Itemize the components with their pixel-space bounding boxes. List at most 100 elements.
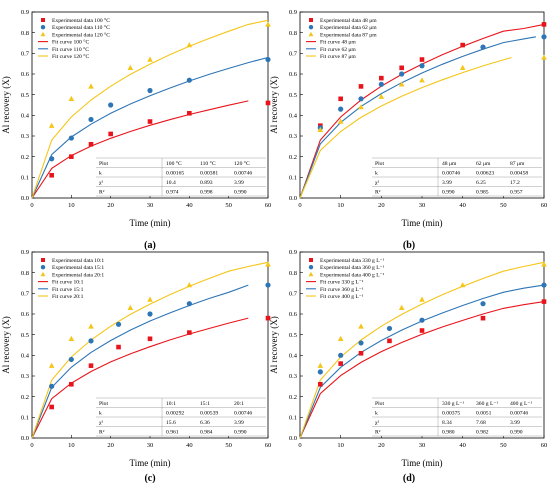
data-point-square (49, 172, 54, 178)
x-tick-label: 20 (378, 202, 385, 209)
table-cell: R² (375, 430, 381, 436)
legend-entry: Experimental data 110 °C (52, 24, 110, 31)
y-tick-label: 0.6 (289, 71, 298, 78)
x-tick-label: 30 (147, 202, 154, 209)
legend-entry: Experimental data 48 μm (320, 18, 377, 24)
panel-label: (b) (403, 240, 415, 251)
x-tick-label: 10 (337, 202, 344, 209)
legend-triangle-swatch (40, 271, 46, 277)
data-point-square (419, 57, 425, 62)
y-tick-label: 0.7 (21, 51, 30, 58)
data-point-triangle (378, 93, 385, 99)
y-tick-label: 0.3 (289, 133, 297, 140)
data-point-circle (265, 282, 271, 288)
legend-entry: Fit curve 10:1 (52, 280, 84, 286)
data-point-triangle (459, 282, 466, 288)
table-cell: 0.0051 (476, 411, 492, 417)
y-tick-label: 0.4 (289, 113, 298, 120)
table-header-cell: Plot (375, 161, 384, 167)
x-axis-label: Time (min) (130, 218, 171, 228)
y-axis-label: Al recovery (X) (269, 316, 279, 373)
data-point-square (88, 363, 94, 368)
x-tick-label: 30 (419, 442, 426, 449)
data-point-square (399, 65, 404, 71)
x-tick-label: 60 (541, 442, 548, 449)
data-point-circle (399, 71, 405, 77)
legend-triangle-swatch (40, 31, 46, 37)
legend-entry: Fit curve 15:1 (52, 287, 84, 293)
y-tick-label: 0.8 (289, 270, 297, 277)
data-point-circle (186, 77, 192, 83)
x-tick-label: 20 (107, 442, 114, 449)
table-header-cell: 10:1 (166, 401, 176, 407)
fit-curve-line (31, 284, 249, 439)
data-point-circle (480, 301, 486, 307)
y-tick-label: 0.0 (21, 195, 29, 202)
table-cell: 0.00458 (510, 171, 528, 177)
legend-circle-swatch (308, 25, 314, 30)
chart-panel-4: 0 10 20 30 40 50 60 0.0 0.1 0.2 0.3 0.4 0.5 0.6 0.7 0.8… (269, 249, 547, 483)
data-point-square (265, 315, 271, 321)
table-cell: R² (99, 430, 105, 436)
data-point-triangle (88, 83, 94, 89)
data-point-circle (68, 356, 74, 363)
data-point-circle (358, 340, 364, 346)
data-point-triangle (147, 296, 153, 302)
chart-panel-2: 0 10 20 30 40 50 60 0.0 0.1 0.2 0.3 0.4 0.5 0.6 0.7 0.8… (269, 9, 547, 251)
y-axis-label: Al recovery (X) (269, 76, 279, 133)
panel-label: (c) (144, 473, 155, 483)
fit-curve-line (299, 56, 512, 199)
table-cell: χ² (99, 420, 103, 426)
data-point-square (69, 381, 74, 387)
x-axis-label: Time (min) (130, 458, 171, 468)
data-point-square (358, 84, 364, 89)
data-point-square (541, 22, 547, 27)
table-cell: 0.00746 (234, 171, 252, 177)
data-point-triangle (541, 261, 547, 267)
table-cell: 0.998 (200, 190, 213, 196)
legend-entry: Fit curve 48 μm (320, 40, 356, 46)
fit-curve-line (31, 100, 249, 199)
data-point-square (49, 404, 54, 410)
y-tick-label: 0.4 (289, 353, 298, 360)
table-header-cell: 87 μm (510, 161, 525, 167)
table-header-cell: 20:1 (234, 401, 244, 407)
legend-entry: Fit curve 20:1 (52, 294, 84, 300)
table-header-cell: 15:1 (200, 401, 210, 407)
table-cell: 0.984 (200, 430, 213, 436)
data-point-triangle (398, 81, 405, 87)
y-tick-label: 0.8 (21, 30, 29, 37)
legend-entry: Experimental data 20:1 (52, 272, 104, 278)
data-point-square (338, 96, 343, 102)
x-tick-label: 40 (459, 442, 466, 449)
table-cell: 0.990 (234, 430, 247, 436)
table-cell: χ² (375, 420, 379, 426)
legend-entry: Fit curve 360 g L⁻¹ (320, 287, 364, 293)
table-cell: 10.4 (166, 180, 176, 186)
table-cell: 6.36 (200, 420, 210, 426)
table-cell: 3.99 (234, 180, 244, 186)
data-point-triangle (265, 21, 271, 27)
table-header-cell: Plot (375, 401, 384, 407)
table-cell: k (375, 411, 378, 417)
panel-label: (a) (144, 240, 156, 251)
data-point-triangle (48, 122, 55, 128)
y-tick-label: 0.3 (21, 373, 29, 380)
table-cell: 0.961 (166, 430, 179, 436)
legend-triangle-swatch (308, 271, 314, 277)
data-point-triangle (265, 261, 271, 267)
table-cell: 0.990 (510, 430, 523, 436)
x-tick-label: 20 (378, 442, 385, 449)
table-cell: 0.990 (234, 190, 247, 196)
x-tick-label: 10 (68, 202, 75, 209)
data-point-triangle (337, 118, 344, 124)
data-point-triangle (147, 56, 153, 62)
data-point-triangle (459, 64, 466, 70)
y-axis-label: Al recovery (X) (1, 76, 11, 133)
y-tick-label: 0.3 (21, 133, 29, 140)
y-tick-label: 0.1 (21, 415, 29, 422)
y-tick-label: 0.7 (289, 51, 298, 58)
data-point-triangle (419, 296, 425, 302)
y-tick-label: 0.9 (289, 9, 297, 16)
chart-panel-1: 0 10 20 30 40 50 60 0.0 0.1 0.2 0.3 0.4 0.5 0.6 0.7 0.8… (1, 9, 271, 251)
